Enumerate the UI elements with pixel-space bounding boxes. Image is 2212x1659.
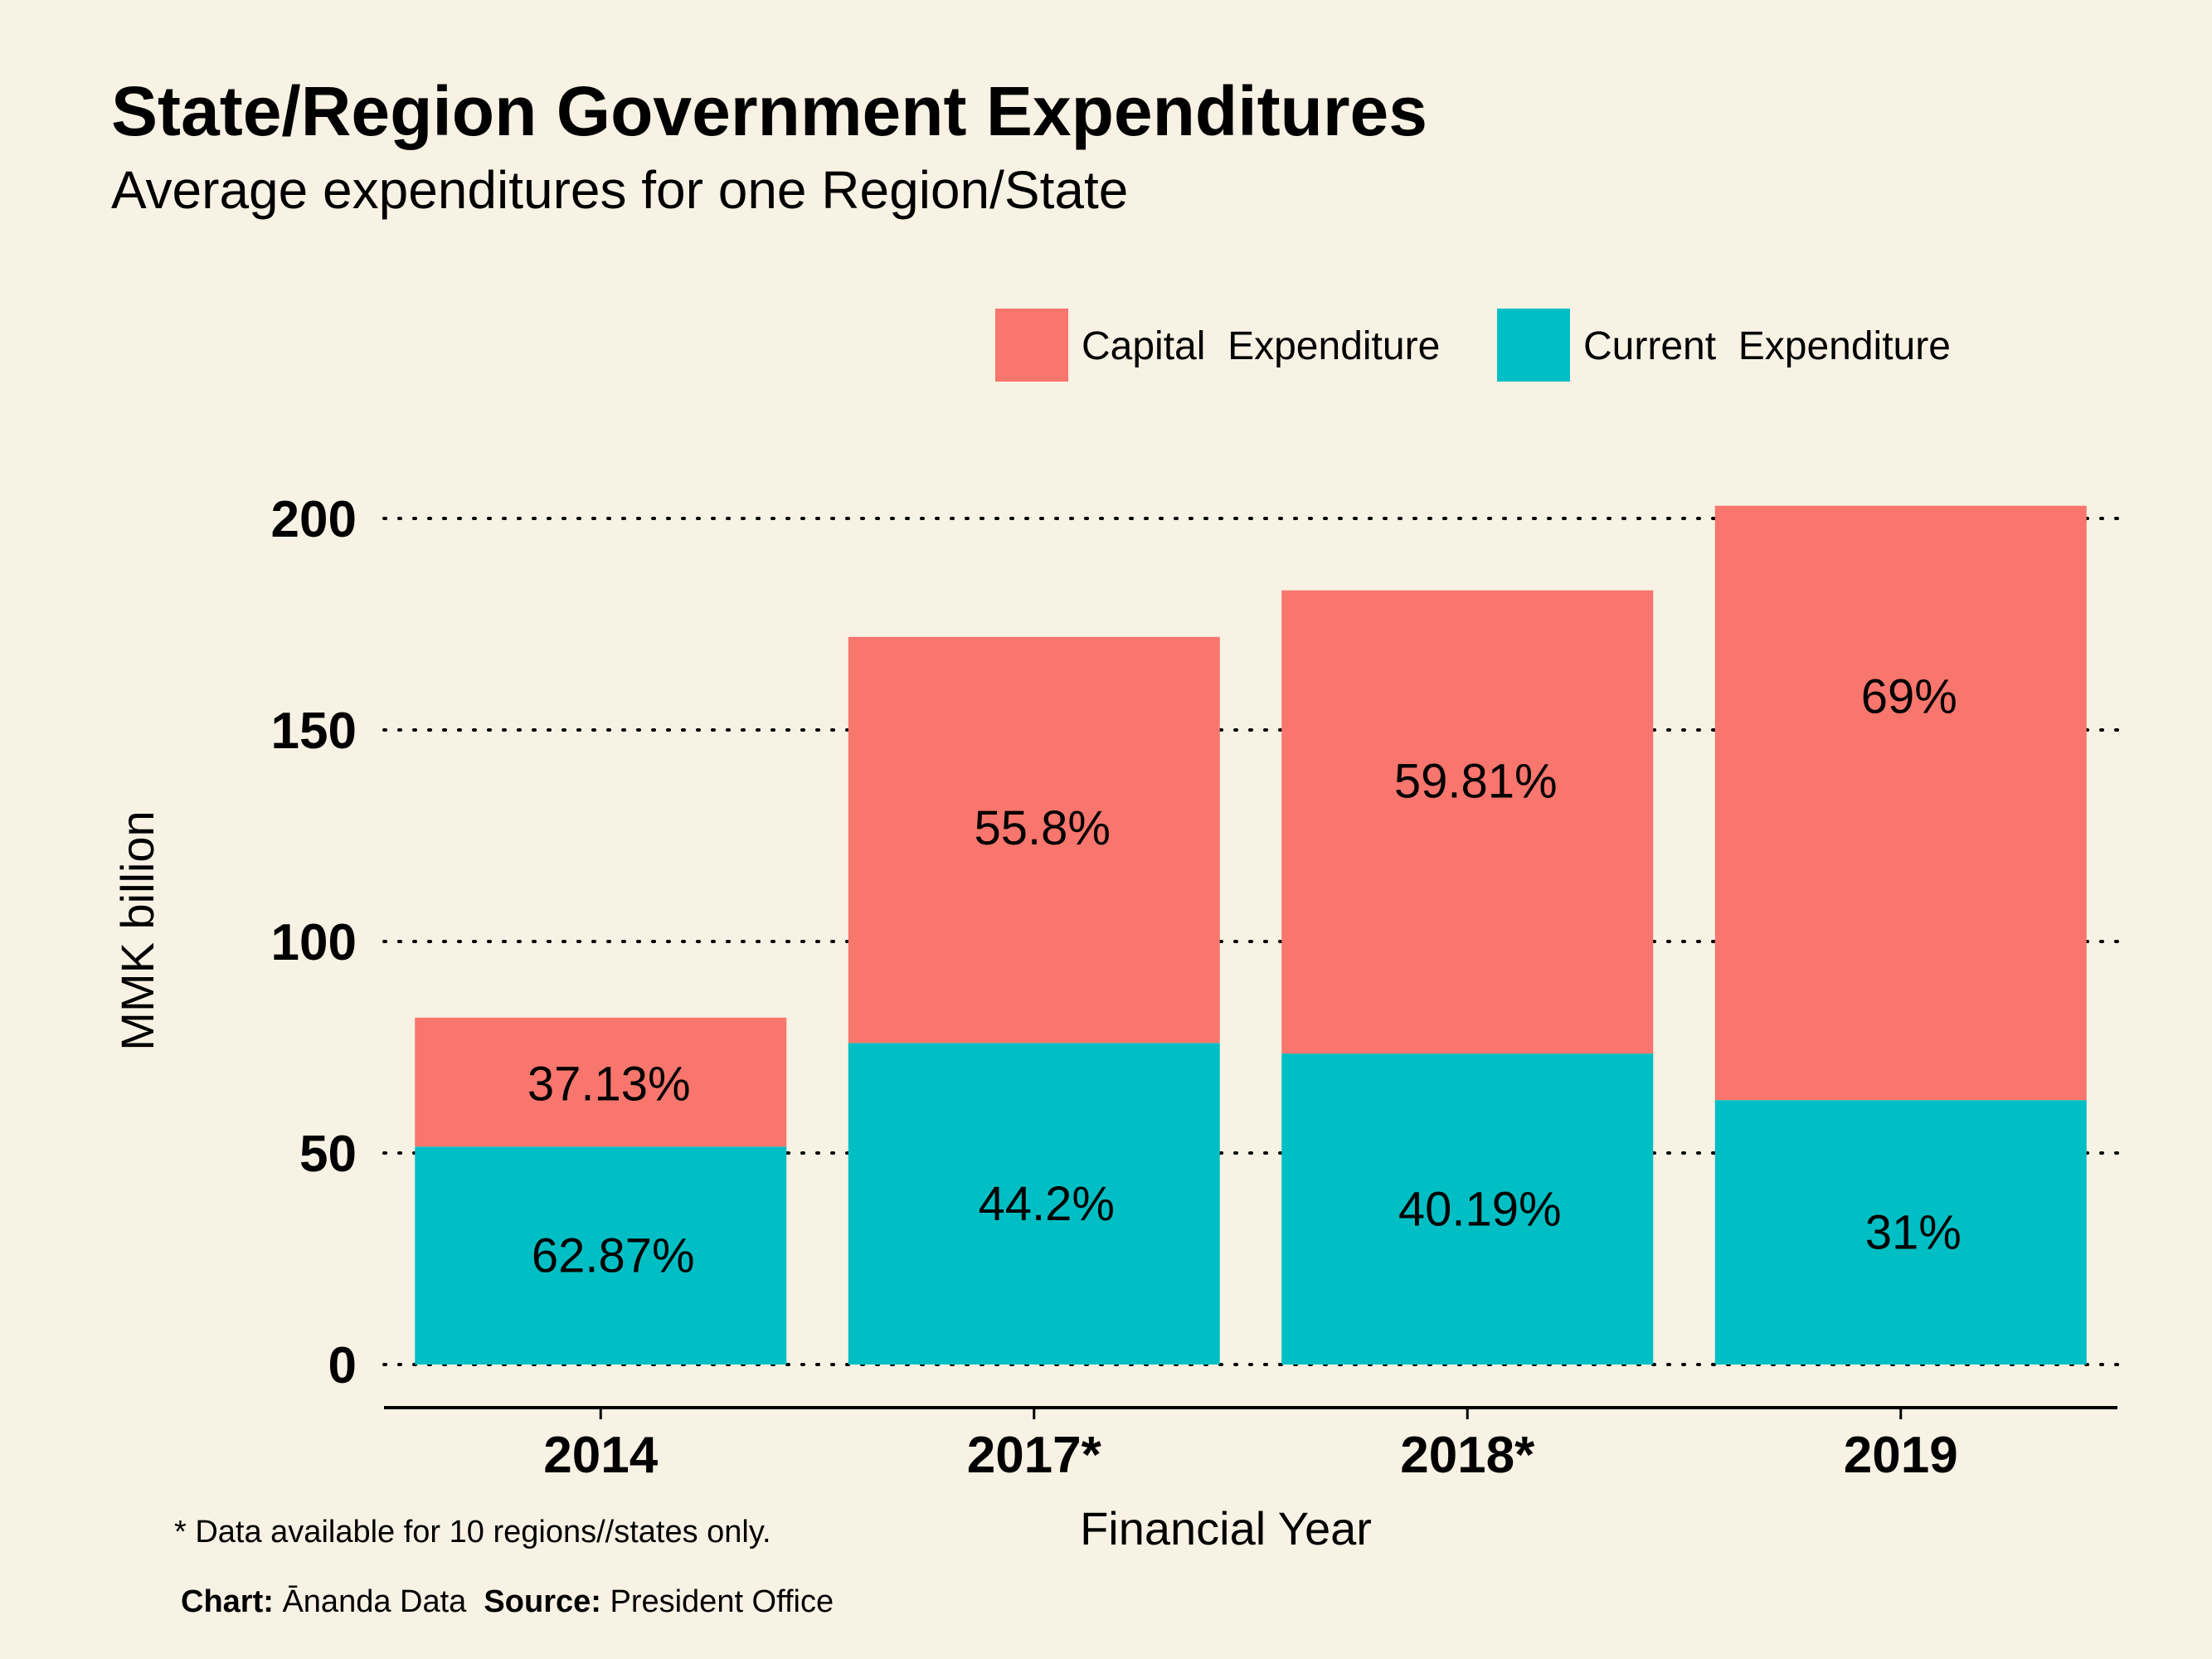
legend-label: Capital Expenditure [1082,324,1440,368]
source-label: Source: [484,1584,601,1619]
legend-label: Current Expenditure [1583,324,1951,368]
grid-lines [382,517,2119,1366]
current-percent-label: 62.87% [532,1229,695,1283]
current-percent-label: 31% [1865,1206,1962,1260]
y-tick-label: 150 [271,703,357,760]
current-percent-label: 40.19% [1398,1183,1562,1237]
x-axis-title: Financial Year [1080,1502,1372,1554]
bar-current-expenditure [1281,1053,1654,1365]
x-tick-label: 2014 [543,1427,658,1484]
footnote: * Data available for 10 regions//states … [174,1515,771,1550]
bar-capital-expenditure [1714,505,2087,1101]
chart-credit-value: Ānanda Data [282,1584,467,1619]
bar-current-expenditure [415,1146,787,1365]
capital-percent-label: 69% [1861,670,1957,724]
x-tick-label: 2019 [1844,1427,1958,1484]
bar-current-expenditure [1714,1100,2087,1365]
x-tick-label: 2017* [967,1427,1102,1484]
bar-capital-expenditure [848,636,1220,1044]
chart-credit-label: Chart: [181,1584,274,1619]
credit-line: Chart: Ānanda Data Source: President Off… [181,1584,834,1620]
y-tick-label: 0 [328,1337,357,1394]
bars [415,505,2087,1365]
source-value: President Office [610,1584,834,1619]
capital-percent-label: 37.13% [527,1058,691,1112]
bar-current-expenditure [848,1043,1220,1365]
bar-labels: 62.87% 37.13% 44.2% 55.8% 40.19% 59.81% 31% 69% [527,670,1962,1283]
chart-subtitle: Average expenditures for one Region/Stat… [111,160,1129,220]
legend: Capital Expenditure Current Expenditure [995,309,1951,382]
y-tick-label: 200 [271,491,357,548]
chart-title: State/Region Government Expenditures [111,72,1427,150]
current-percent-label: 44.2% [979,1177,1115,1231]
capital-percent-label: 55.8% [975,801,1111,855]
y-tick-label: 50 [299,1126,357,1183]
y-axis-title: MMK billion [111,810,163,1050]
x-tick-label: 2018* [1400,1427,1535,1484]
y-tick-label: 100 [271,914,357,971]
bar-capital-expenditure [415,1017,787,1147]
legend-swatch [995,309,1068,382]
axes: 0 50 100 150 200 2014 2017* 2018* 2019 Financial … [111,491,2117,1554]
capital-percent-label: 59.81% [1394,755,1558,809]
bar-capital-expenditure [1281,590,1654,1054]
legend-swatch [1497,309,1570,382]
